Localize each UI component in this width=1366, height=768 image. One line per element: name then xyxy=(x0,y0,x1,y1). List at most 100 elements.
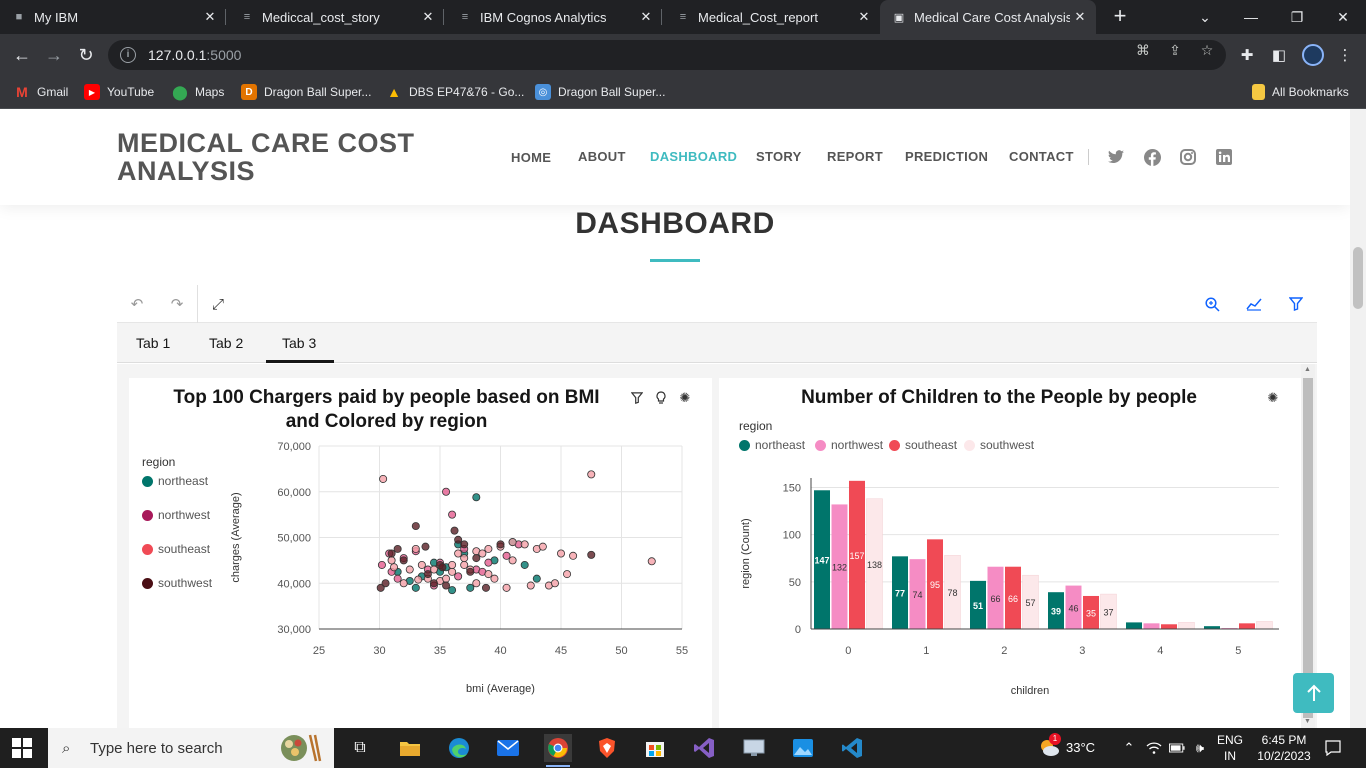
task-view-icon[interactable]: ⧉ xyxy=(354,739,366,756)
menu-icon[interactable]: ⋮ xyxy=(1337,47,1353,64)
facebook-icon[interactable] xyxy=(1143,148,1161,166)
battery-icon[interactable] xyxy=(1169,740,1185,756)
page-scrollbar-thumb[interactable] xyxy=(1353,247,1363,309)
windows-start-icon[interactable] xyxy=(12,738,32,758)
back-icon[interactable]: ← xyxy=(13,44,31,65)
bookmark-item[interactable]: D Dragon Ball Super... xyxy=(241,82,371,102)
scatter-panel[interactable]: Top 100 Chargers paid by people based on… xyxy=(129,378,712,728)
dashboard-canvas: Top 100 Chargers paid by people based on… xyxy=(117,364,1317,728)
translate-icon[interactable]: ⌘ xyxy=(1136,41,1150,58)
profile-avatar[interactable] xyxy=(1302,44,1324,66)
extensions-icon[interactable]: ✚ xyxy=(1240,47,1254,64)
file-explorer-icon[interactable] xyxy=(396,734,424,762)
scroll-up-icon[interactable]: ▲ xyxy=(1304,366,1311,373)
zoom-icon[interactable] xyxy=(1202,294,1222,314)
browser-tab[interactable]: ≡ IBM Cognos Analytics ✕ xyxy=(446,0,662,34)
tab-1[interactable]: Tab 1 xyxy=(136,335,171,351)
close-icon[interactable]: ✕ xyxy=(422,9,434,24)
scatter-legend-item[interactable]: southwest xyxy=(142,576,212,590)
mail-icon[interactable] xyxy=(494,734,522,762)
twitter-icon[interactable] xyxy=(1107,148,1125,166)
scatter-legend-item[interactable]: northwest xyxy=(142,508,210,522)
browser-tab[interactable]: ≡ Mediccal_cost_story ✕ xyxy=(228,0,444,34)
site-info-icon[interactable]: i xyxy=(120,47,136,63)
new-tab-button[interactable]: + xyxy=(1113,3,1127,28)
minimize-icon[interactable]: — xyxy=(1244,9,1258,25)
photos-icon[interactable] xyxy=(789,734,817,762)
chrome-icon[interactable] xyxy=(544,734,572,767)
nav-contact[interactable]: CONTACT xyxy=(1009,149,1074,164)
bookmark-item[interactable]: M Gmail xyxy=(14,82,68,102)
notification-center-icon[interactable] xyxy=(1324,739,1342,757)
edge-icon[interactable] xyxy=(445,734,473,762)
nav-report[interactable]: REPORT xyxy=(827,149,883,164)
page-scrollbar[interactable] xyxy=(1350,109,1366,728)
close-window-icon[interactable]: ✕ xyxy=(1337,8,1349,25)
bookmark-item[interactable]: ⬤ Maps xyxy=(172,83,225,100)
nav-about[interactable]: ABOUT xyxy=(578,149,626,164)
wifi-icon[interactable] xyxy=(1146,740,1162,756)
bar-legend-item[interactable]: northwest xyxy=(815,438,883,452)
bookmark-star-icon[interactable]: ☆ xyxy=(1200,41,1214,58)
bar-legend-item[interactable]: southwest xyxy=(964,438,1034,452)
nav-home[interactable]: HOME xyxy=(511,150,552,165)
settings-gear-icon[interactable]: ✺ xyxy=(679,390,691,405)
taskbar-search[interactable]: ⌕ Type here to search xyxy=(48,728,334,768)
share-icon[interactable]: ⇪ xyxy=(1169,41,1181,58)
scrollbar-thumb[interactable] xyxy=(1303,378,1313,718)
chevron-up-icon[interactable]: ⌃ xyxy=(1123,740,1135,755)
side-panel-icon[interactable]: ◧ xyxy=(1271,47,1287,64)
address-bar[interactable]: i 127.0.0.1:5000 xyxy=(108,40,1226,70)
store-icon[interactable] xyxy=(641,734,669,762)
expand-icon[interactable]: ⤢ xyxy=(211,295,224,313)
input-language[interactable]: ENG IN xyxy=(1216,733,1243,763)
site-brand[interactable]: MEDICAL CARE COST ANALYSIS xyxy=(117,128,415,186)
redo-icon[interactable]: ↷ xyxy=(170,296,184,313)
bar-panel[interactable]: Number of Children to the People by peop… xyxy=(719,378,1301,728)
restore-icon[interactable]: ❐ xyxy=(1290,8,1304,25)
tab-2[interactable]: Tab 2 xyxy=(209,335,244,351)
volume-icon[interactable]: 🕪 xyxy=(1195,740,1205,755)
scatter-legend-item[interactable]: northeast xyxy=(142,474,208,488)
scatter-chart[interactable]: 25 30 35 40 45 50 55 30,000 40,000 50,000 60,000 70… xyxy=(129,378,712,728)
tab-3[interactable]: Tab 3 xyxy=(282,335,317,351)
insight-bulb-icon[interactable] xyxy=(653,390,669,406)
scroll-down-icon[interactable]: ▼ xyxy=(1304,718,1311,725)
scatter-legend-item[interactable]: southeast xyxy=(142,542,210,556)
nav-story[interactable]: STORY xyxy=(756,149,802,164)
filter-icon[interactable] xyxy=(629,390,645,406)
brave-icon[interactable] xyxy=(593,734,621,762)
browser-tab[interactable]: ≡ Medical_Cost_report ✕ xyxy=(664,0,880,34)
browser-tab-active[interactable]: ▣ Medical Care Cost Analysis ✕ xyxy=(880,0,1096,34)
dashboard-scrollbar[interactable]: ▲ ▼ xyxy=(1301,364,1315,728)
bookmark-item[interactable]: ▶ YouTube xyxy=(84,82,154,102)
weather-temperature[interactable]: 33°C xyxy=(1066,740,1096,755)
visual-studio-icon[interactable] xyxy=(690,734,718,762)
bar-legend-item[interactable]: southeast xyxy=(889,438,957,452)
forward-icon[interactable]: → xyxy=(45,44,63,65)
undo-icon[interactable]: ↶ xyxy=(130,296,144,313)
clock[interactable]: 6:45 PM 10/2/2023 xyxy=(1257,733,1311,763)
bookmark-item[interactable]: ◎ Dragon Ball Super... xyxy=(535,82,665,102)
close-icon[interactable]: ✕ xyxy=(858,9,870,24)
close-icon[interactable]: ✕ xyxy=(204,9,216,24)
close-icon[interactable]: ✕ xyxy=(640,9,652,24)
all-bookmarks[interactable]: All Bookmarks xyxy=(1252,82,1349,102)
vscode-icon[interactable] xyxy=(838,734,866,762)
bookmark-item[interactable]: ▲ DBS EP47&76 - Go... xyxy=(387,84,525,100)
browser-tab[interactable]: ■ My IBM ✕ xyxy=(0,0,226,34)
remote-desktop-icon[interactable] xyxy=(740,734,768,762)
nav-dashboard[interactable]: DASHBOARD xyxy=(650,149,738,164)
trend-icon[interactable] xyxy=(1244,294,1264,314)
close-icon[interactable]: ✕ xyxy=(1074,9,1086,24)
settings-gear-icon[interactable]: ✺ xyxy=(1267,390,1279,405)
instagram-icon[interactable] xyxy=(1179,148,1197,166)
linkedin-icon[interactable] xyxy=(1215,148,1233,166)
filter-icon[interactable] xyxy=(1286,294,1306,314)
back-to-top-button[interactable] xyxy=(1293,673,1334,713)
nav-prediction[interactable]: PREDICTION xyxy=(905,149,989,164)
tab-search-icon[interactable]: ⌄ xyxy=(1199,8,1211,25)
reload-icon[interactable]: ↻ xyxy=(78,44,94,65)
bar-legend-item[interactable]: northeast xyxy=(739,438,805,452)
